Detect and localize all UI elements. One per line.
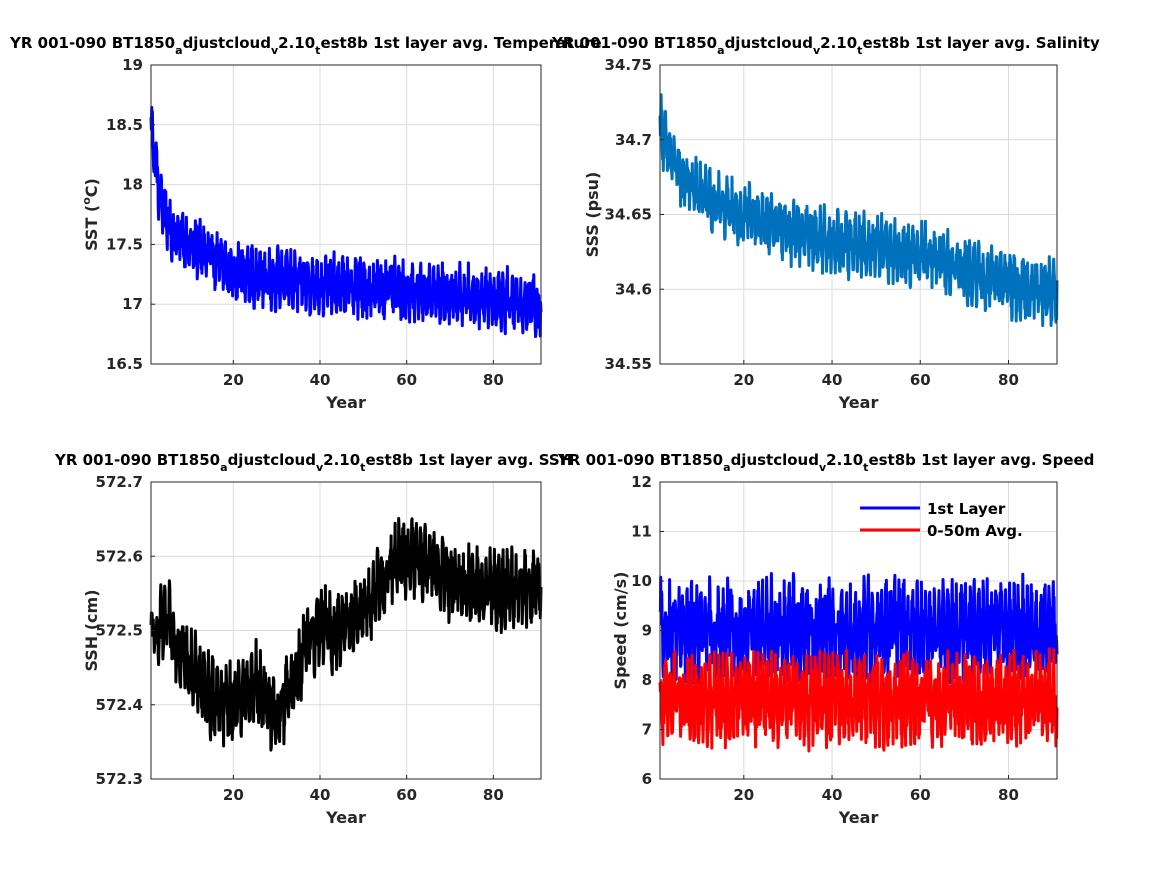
speed-legend-label: 0-50m Avg. [927,522,1023,540]
sss-ytick-label: 34.75 [605,56,652,74]
sst-title: YR 001-090 BT1850adjustcloudv2.10test8b … [9,34,602,57]
sss-title: YR 001-090 BT1850adjustcloudv2.10test8b … [551,34,1100,57]
ssh-xtick-label: 20 [223,786,244,804]
sst-series-line [149,105,543,339]
ssh-series-line [149,517,543,752]
speed-xtick-label: 40 [822,786,843,804]
sss-panel: 20 40 60 80 34.55 34.6 34.65 34.7 34.75 Year SSS (… [551,34,1100,412]
speed-ytick-label: 11 [631,523,652,541]
speed-series-0-50m-avg- [658,647,1059,753]
ssh-ytick-label: 572.5 [96,622,143,640]
sss-ytick-label: 34.55 [605,355,652,373]
sss-ytick-label: 34.7 [615,131,652,149]
ssh-xtick-label: 60 [396,786,417,804]
speed-ytick-label: 12 [631,473,652,491]
speed-ytick-label: 6 [642,770,652,788]
sss-ylabel: SSS (psu) [583,172,602,258]
ssh-panel: 20 40 60 80 572.3 572.4 572.5 572.6 572.7 Year SSH… [54,451,572,827]
sss-xlabel: Year [838,393,879,412]
speed-xtick-label: 80 [998,786,1019,804]
ssh-ytick-label: 572.6 [96,547,143,565]
ssh-ytick-label: 572.7 [96,473,143,491]
ssh-xtick-label: 80 [483,786,504,804]
ssh-xlabel: Year [325,808,366,827]
sss-xtick-label: 80 [998,371,1019,389]
speed-ylabel: Speed (cm/s) [611,572,630,690]
speed-ytick-label: 8 [642,671,652,689]
speed-ytick-label: 9 [642,622,652,640]
sst-ytick-label: 19 [122,56,143,74]
ssh-ytick-label: 572.3 [96,770,143,788]
sss-xtick-label: 20 [733,371,754,389]
sst-ytick-label: 16.5 [106,355,143,373]
sss-ytick-label: 34.65 [605,206,652,224]
sss-ytick-label: 34.6 [615,280,652,298]
sst-ytick-label: 17.5 [106,235,143,253]
speed-xtick-label: 20 [733,786,754,804]
ssh-xtick-label: 40 [310,786,331,804]
speed-ytick-label: 7 [642,721,652,739]
sst-ylabel: SST (oC) [80,178,101,251]
speed-title: YR 001-090 BT1850adjustcloudv2.10test8b … [557,451,1094,474]
sst-panel: 20 40 60 80 16.5 17 17.5 18 18.5 19 Year SST (oC) YR… [9,34,602,412]
ssh-title: YR 001-090 BT1850adjustcloudv2.10test8b … [54,451,572,474]
speed-xlabel: Year [838,808,879,827]
sst-ytick-label: 18.5 [106,116,143,134]
speed-xtick-label: 60 [910,786,931,804]
sst-xtick-label: 80 [483,371,504,389]
sss-xtick-label: 40 [822,371,843,389]
sst-ytick-label: 17 [122,295,143,313]
sss-series-line [658,93,1059,328]
sst-ytick-label: 18 [122,176,143,194]
sst-xtick-label: 20 [223,371,244,389]
sss-xtick-label: 60 [910,371,931,389]
sst-plot-area [151,65,541,364]
sst-axes-frame [150,64,542,365]
sst-xtick-label: 60 [396,371,417,389]
ssh-ylabel: SSH (cm) [82,589,101,671]
ssh-ytick-label: 572.4 [96,696,143,714]
speed-panel: 20 40 60 80 6 7 8 9 10 11 12 Year Speed (cm/s) YR 001… [557,451,1094,827]
sst-xtick-label: 40 [310,371,331,389]
speed-ytick-label: 10 [631,572,652,590]
sst-xlabel: Year [325,393,366,412]
speed-legend-label: 1st Layer [927,500,1006,518]
